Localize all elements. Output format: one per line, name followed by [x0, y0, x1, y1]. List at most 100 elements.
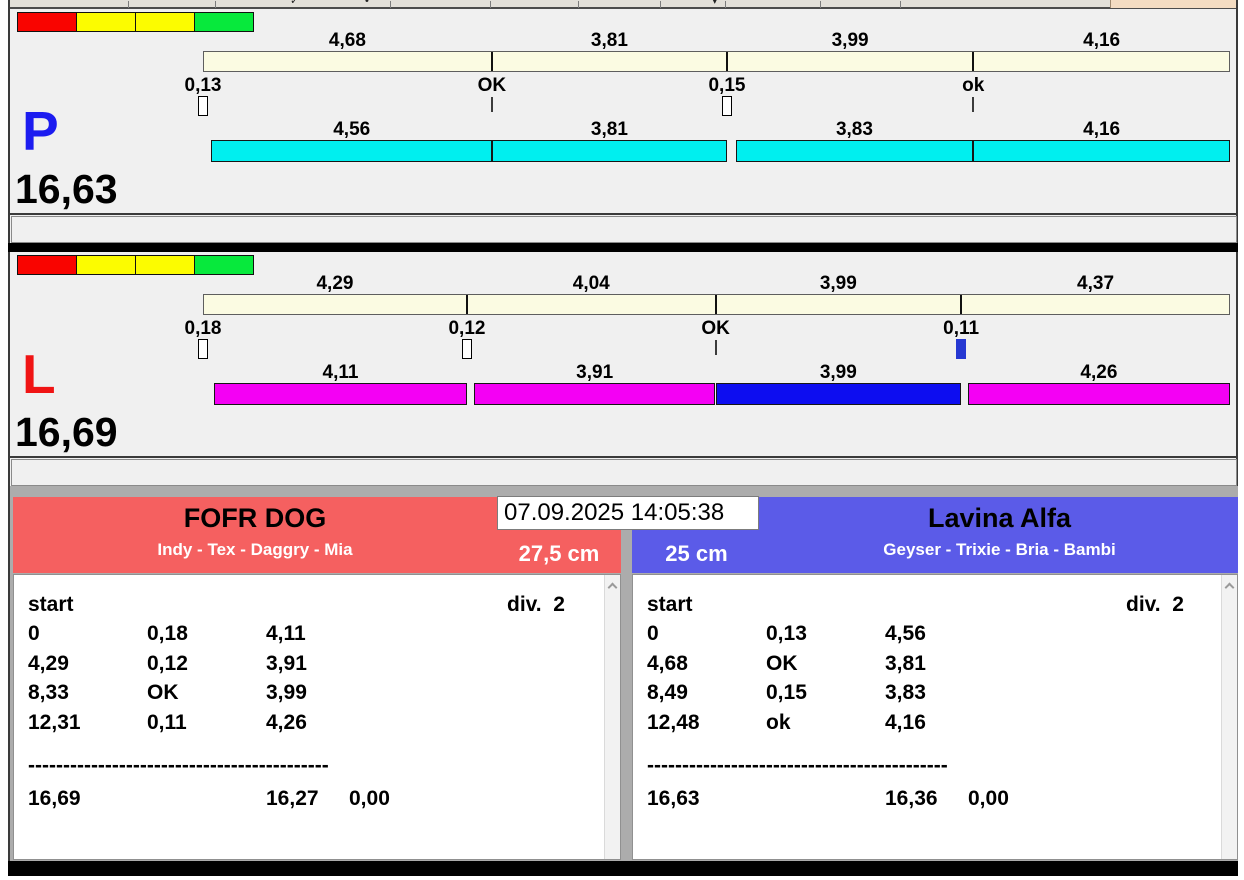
changeover-marker	[461, 339, 472, 359]
table-row: 0 0,18 4,11	[14, 622, 602, 652]
toolbar-separator	[128, 1, 129, 8]
split-time-label: 3,99	[819, 273, 857, 294]
table-header-division: div. 2	[507, 593, 565, 616]
team-header-right: Lavina Alfa Geyser - Trixie - Bria - Bam…	[632, 497, 1238, 573]
status-light	[135, 12, 195, 32]
team-dogs: Indy - Tex - Daggry - Mia	[157, 540, 353, 559]
split-divider	[971, 52, 974, 71]
changeover-marker	[198, 96, 208, 116]
status-light	[76, 12, 136, 32]
split-divider	[714, 295, 717, 314]
changeover-label: 0,15	[708, 75, 746, 96]
toolbar-separator	[820, 1, 821, 8]
changeover-label: ok	[962, 75, 985, 96]
jump-height: 27,5 cm	[518, 541, 600, 566]
split-time-label: 4,04	[572, 273, 610, 294]
table-cell: OK	[147, 681, 179, 705]
total-run-time: 16,36	[885, 787, 938, 810]
run-time-label: 4,11	[322, 362, 359, 383]
table-cell: 3,83	[885, 681, 926, 705]
changeover-marker	[721, 96, 732, 116]
toolbar-strip[interactable]: ✓ • ▾	[10, 0, 1236, 9]
lane-panel-p: 4,68 3,81 3,99 4,16 0,13 OK 0,15 ok 4,56 3,81 3,…	[10, 9, 1238, 243]
changeover-label: 0,13	[184, 75, 222, 96]
toolbar-check-icon[interactable]: ✓	[290, 0, 300, 7]
run-segment	[491, 140, 727, 162]
changeover-label: 0,11	[943, 318, 980, 339]
run-time-label: 3,83	[835, 119, 873, 140]
table-cell: 0,11	[147, 710, 187, 734]
results-table-right: start div. 2 0 0,13 4,56 4,68 OK 3,81 8,49 0,15…	[632, 574, 1238, 860]
table-header-start: start	[28, 593, 74, 616]
changeover-marker	[972, 97, 975, 112]
run-time-labels: 4,11 3,91 3,99 4,26	[203, 362, 1230, 383]
run-segment	[715, 383, 962, 405]
split-time-labels: 4,29 4,04 3,99 4,37	[203, 273, 1230, 294]
split-time-label: 4,37	[1077, 273, 1115, 294]
table-scrollbar[interactable]	[604, 575, 620, 859]
section-divider	[8, 243, 1238, 252]
table-row: 12,31 0,11 4,26	[14, 711, 602, 741]
table-cell: 4,29	[28, 651, 69, 675]
jump-height: 25 cm	[665, 541, 728, 566]
table-cell: ok	[766, 710, 791, 734]
lane-letter: L	[22, 343, 56, 405]
results-table-left: start div. 2 0 0,18 4,11 4,29 0,12 3,91 8,33 OK…	[13, 574, 621, 860]
table-row: 4,29 0,12 3,91	[14, 652, 602, 682]
lane-footer-strip	[11, 459, 1237, 486]
split-divider	[466, 295, 469, 314]
scroll-up-icon[interactable]	[1224, 582, 1235, 593]
scroll-up-icon[interactable]	[607, 582, 618, 593]
total-time: 16,69	[28, 787, 81, 810]
table-cell: 0,18	[147, 622, 188, 645]
table-cell: OK	[766, 651, 798, 675]
team-name: Lavina Alfa	[927, 503, 1072, 533]
status-light	[76, 255, 136, 275]
run-time-label: 3,91	[576, 362, 614, 383]
table-row: 8,49 0,15 3,83	[633, 681, 1219, 711]
total-penalty: 0,00	[349, 787, 390, 810]
table-header-start: start	[647, 593, 693, 616]
lane-total-time: 16,63	[15, 166, 118, 212]
table-row: 8,33 OK 3,99	[14, 681, 602, 711]
split-bar	[203, 51, 1230, 72]
table-cell: 3,99	[266, 681, 307, 705]
results-area: FOFR DOG Indy - Tex - Daggry - Mia 27,5 …	[10, 496, 1238, 861]
total-penalty: 0,00	[968, 787, 1009, 810]
table-scrollbar[interactable]	[1221, 575, 1237, 859]
changeover-markers	[198, 96, 1230, 117]
divider-line	[10, 213, 1238, 215]
total-run-time: 16,27	[266, 787, 319, 810]
table-rows: 0 0,18 4,11 4,29 0,12 3,91 8,33 OK 3,99 12,31 0,11…	[14, 622, 602, 740]
table-cell: 0,15	[766, 681, 807, 705]
table-rows: 0 0,13 4,56 4,68 OK 3,81 8,49 0,15 3,83 12,48 ok 4,…	[633, 622, 1219, 740]
changeover-label: OK	[477, 75, 507, 96]
split-time-label: 4,16	[1083, 30, 1121, 51]
run-bar	[203, 383, 1230, 405]
dropdown-arrow-icon[interactable]: ▾	[712, 0, 718, 7]
split-time-label: 3,99	[831, 30, 869, 51]
changeover-labels: 0,18 0,12 OK 0,11	[185, 318, 1230, 339]
split-divider	[959, 295, 962, 314]
split-bar	[203, 294, 1230, 315]
run-time-label: 3,81	[590, 119, 628, 140]
run-segment	[973, 140, 1230, 162]
changeover-markers	[198, 339, 1230, 360]
run-segment	[474, 383, 715, 405]
split-divider	[725, 52, 728, 71]
table-row: 12,48 ok 4,16	[633, 711, 1219, 741]
split-time-label: 4,68	[328, 30, 366, 51]
table-cell: 3,81	[885, 651, 926, 675]
run-segment	[211, 140, 493, 162]
status-light	[194, 255, 254, 275]
split-time-label: 4,29	[316, 273, 354, 294]
lane-panel-l: 4,29 4,04 3,99 4,37 0,18 0,12 OK 0,11 4,11 3,91…	[10, 252, 1238, 486]
table-cell: 3,91	[266, 651, 307, 675]
changeover-marker	[198, 339, 208, 359]
status-light	[17, 12, 77, 32]
split-divider	[491, 52, 494, 71]
run-segment	[736, 140, 973, 162]
table-cell: 8,49	[647, 681, 688, 705]
toolbar-separator	[900, 1, 901, 8]
team-dogs: Geyser - Trixie - Bria - Bambi	[883, 540, 1116, 559]
